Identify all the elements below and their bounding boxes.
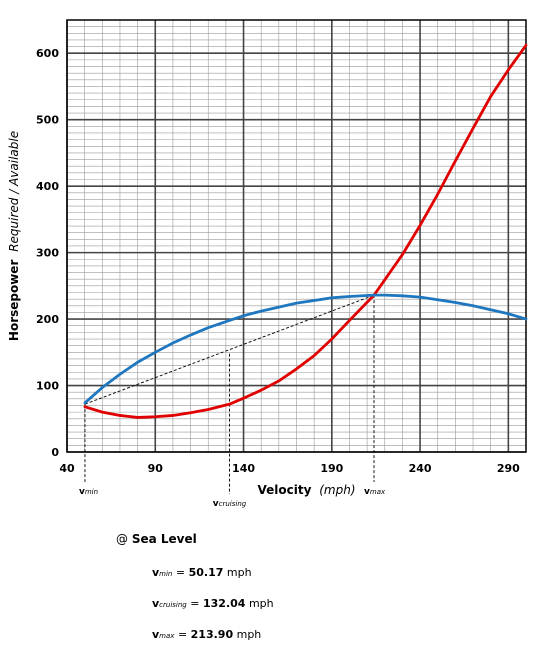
guide-lines xyxy=(84,294,375,494)
velocity-marker-label: vmin xyxy=(79,487,98,497)
result-symbol: v xyxy=(152,566,160,579)
x-tick-label: 140 xyxy=(232,462,255,475)
result-value: 50.17 xyxy=(188,566,224,579)
x-axis-label: Velocity (mph) xyxy=(257,483,355,497)
marker-symbol: v xyxy=(213,499,219,509)
marker-subscript: cruising xyxy=(219,500,247,508)
marker-symbol: v xyxy=(79,487,85,497)
x-axis-label-unit: (mph) xyxy=(319,483,355,497)
result-subscript: max xyxy=(159,632,175,640)
tangent-guide xyxy=(84,294,375,405)
x-tick-label: 90 xyxy=(148,462,164,475)
y-tick-label: 0 xyxy=(51,446,59,459)
plot-frame xyxy=(66,19,527,453)
result-unit: mph xyxy=(226,566,252,579)
marker-subscript: max xyxy=(370,488,386,496)
result-unit: mph xyxy=(248,597,274,610)
chart-background xyxy=(0,0,548,520)
series-line-required xyxy=(83,43,528,419)
condition-line: @ Sea Level xyxy=(116,532,197,546)
result-subscript: cruising xyxy=(159,601,187,609)
condition-label: Sea Level xyxy=(131,532,197,546)
x-tick-label: 240 xyxy=(409,462,432,475)
y-tick-label: 400 xyxy=(36,180,59,193)
result-vcruising: vcruising = 132.04 mph xyxy=(152,597,274,610)
velocity-marker-label: vcruising xyxy=(213,499,247,509)
y-axis-label-sub: Required / Available xyxy=(7,131,21,252)
result-equals: = xyxy=(175,566,186,579)
y-axis-label: Horsepower Required / Available xyxy=(7,131,21,341)
result-unit: mph xyxy=(236,628,262,641)
x-tick-labels: 40 90 140 190 240 290 xyxy=(59,462,520,475)
condition-prefix: @ xyxy=(116,532,128,546)
x-tick-label: 190 xyxy=(320,462,343,475)
result-value: 132.04 xyxy=(202,597,246,610)
velocity-marker-label: vmax xyxy=(364,487,386,497)
marker-subscript: min xyxy=(85,488,98,496)
result-equals: = xyxy=(190,597,200,610)
x-axis-label-main: Velocity xyxy=(257,483,311,497)
result-vmax: vmax = 213.90 mph xyxy=(152,628,261,641)
y-tick-label: 100 xyxy=(36,380,59,393)
x-tick-label: 40 xyxy=(59,462,75,475)
series-layer xyxy=(83,43,528,419)
result-symbol: v xyxy=(152,597,160,610)
y-tick-label: 500 xyxy=(36,114,59,127)
series-line-available xyxy=(83,293,528,405)
result-vmin: vmin = 50.17 mph xyxy=(152,566,252,579)
result-subscript: min xyxy=(159,570,173,578)
y-tick-label: 200 xyxy=(36,313,59,326)
y-axis-label-main: Horsepower xyxy=(7,260,21,342)
result-equals: = xyxy=(177,628,188,641)
x-tick-label: 290 xyxy=(497,462,520,475)
marker-symbol: v xyxy=(364,487,370,497)
y-tick-label: 600 xyxy=(36,47,59,60)
result-symbol: v xyxy=(152,628,160,641)
result-value: 213.90 xyxy=(190,628,234,641)
y-tick-labels: 0 100 200 300 400 500 600 xyxy=(36,47,59,459)
y-tick-label: 300 xyxy=(36,247,59,260)
